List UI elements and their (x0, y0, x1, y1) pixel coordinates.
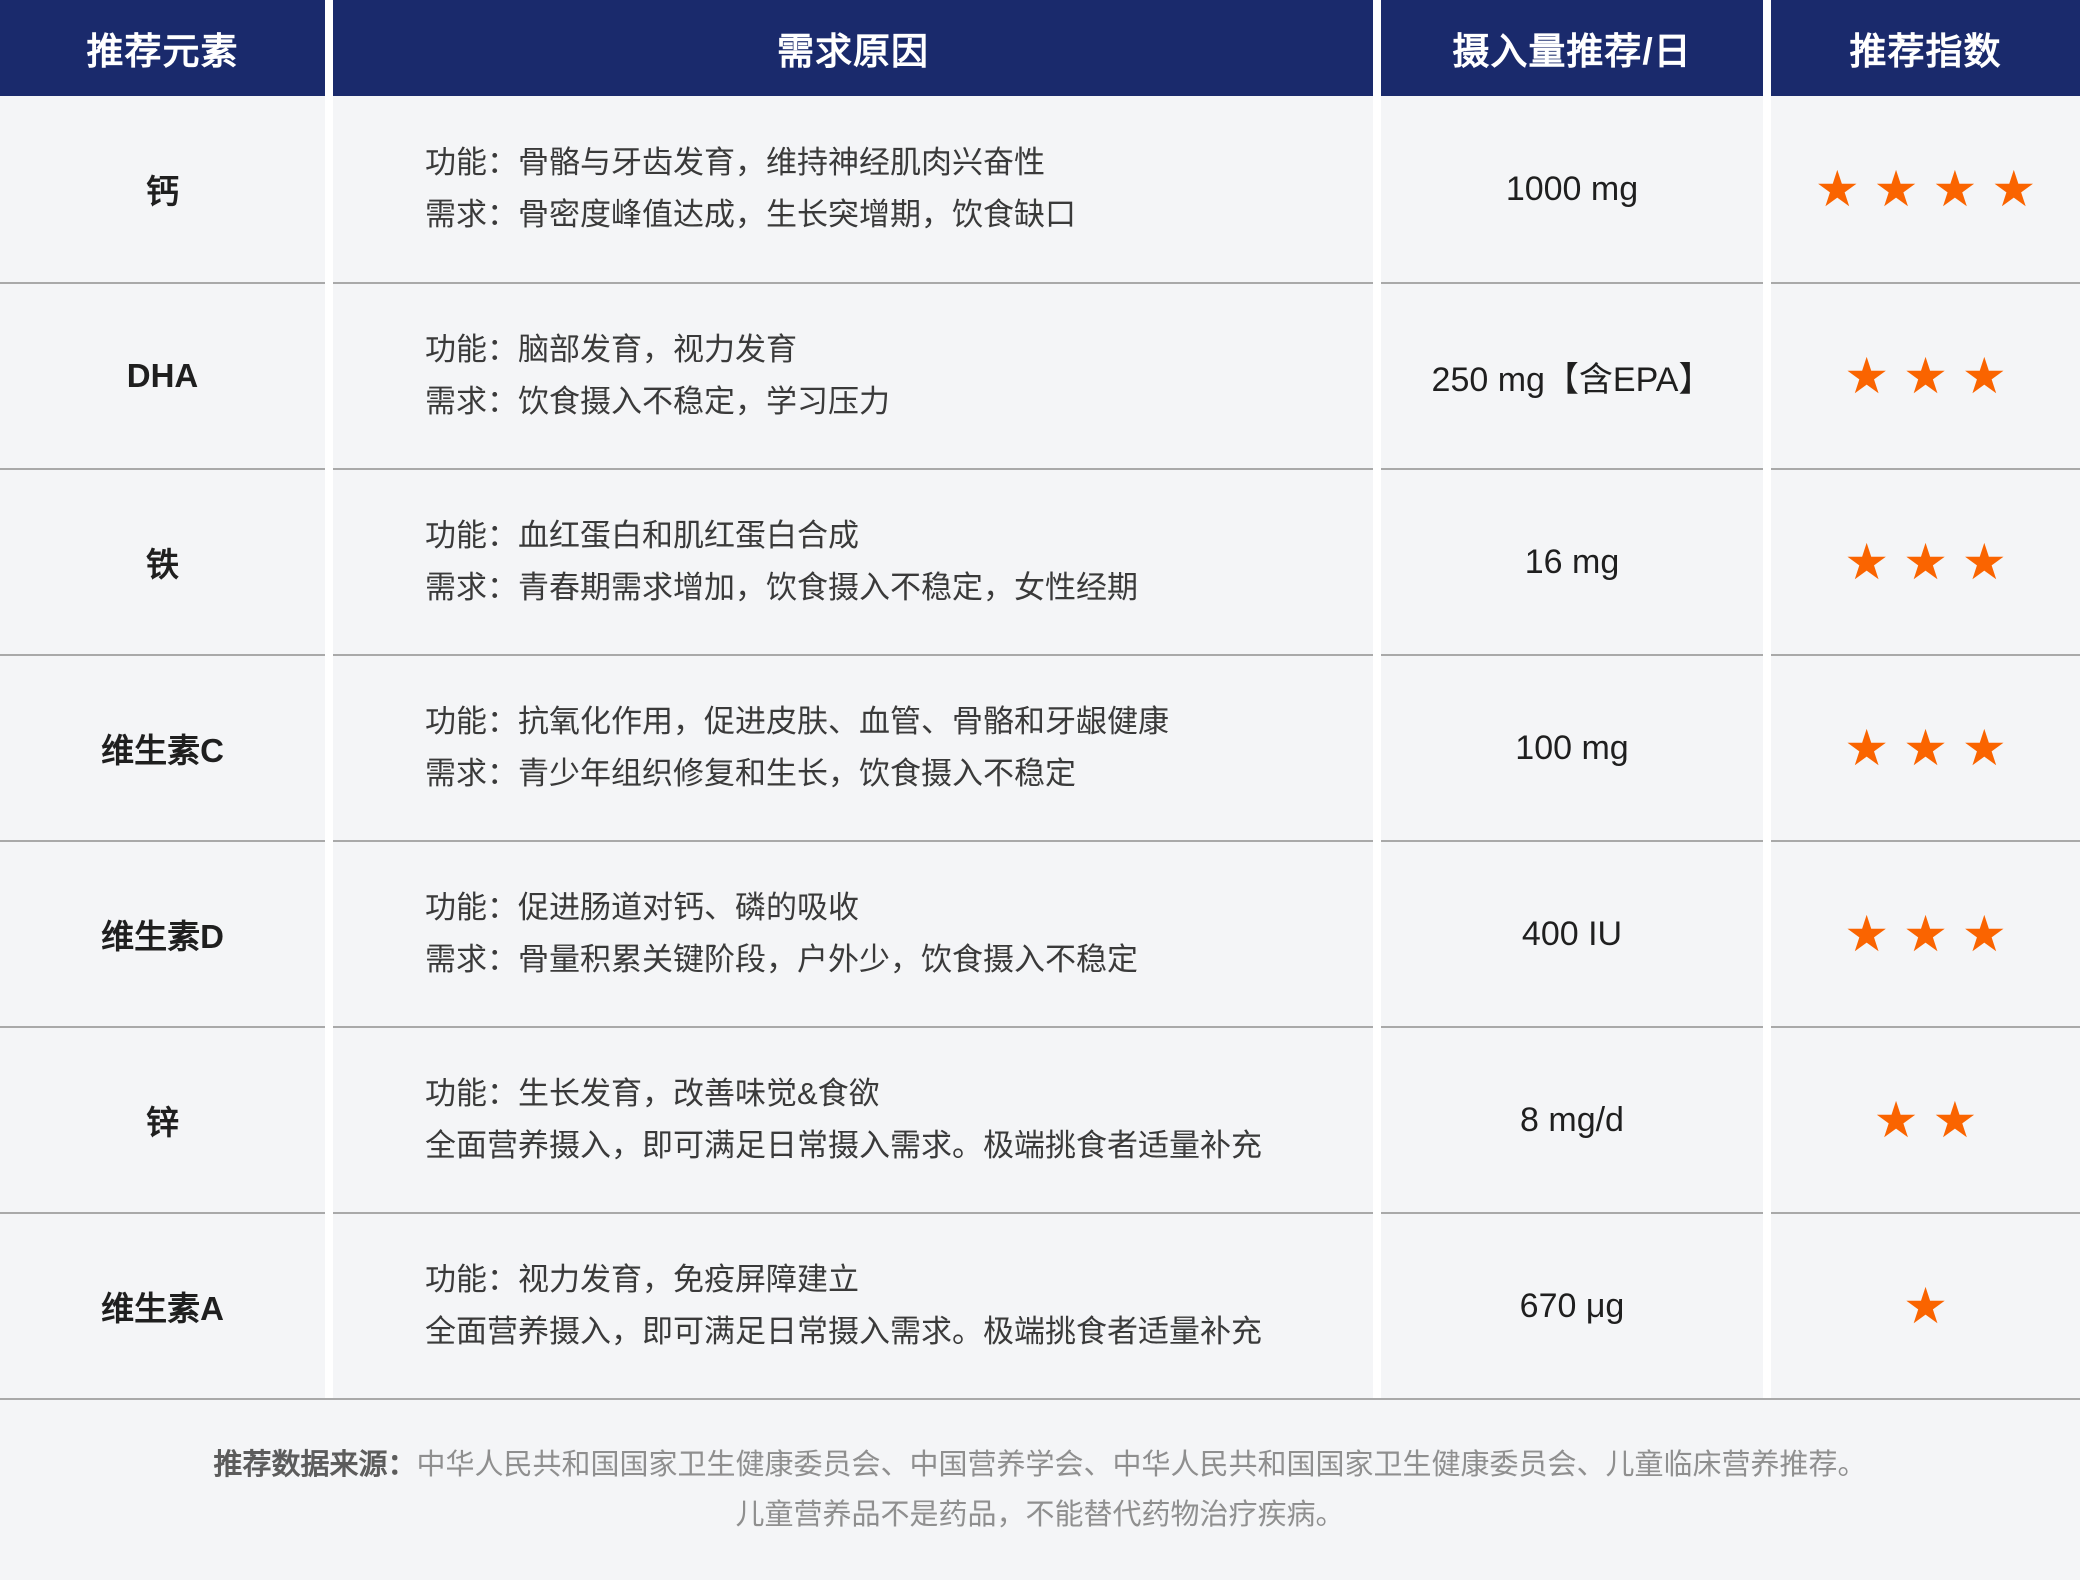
data-source-label: 推荐数据来源： (213, 1449, 417, 1481)
star-icon: ★ (1932, 161, 1978, 217)
intake-cell: 100 mg (1381, 654, 1763, 840)
element-cell: DHA (0, 282, 325, 468)
footer-note: 推荐数据来源：中华人民共和国国家卫生健康委员会、中国营养学会、中华人民共和国国家… (0, 1398, 2080, 1580)
star-icon: ★ (1873, 1092, 1919, 1148)
star-rating: ★ ★ ★ ★ (1771, 96, 2080, 282)
star-rating: ★ ★ ★ (1771, 468, 2080, 654)
reason-need: 需求：饮食摄入不稳定，学习压力 (425, 384, 890, 419)
star-icon: ★ (1961, 720, 2007, 776)
star-icon: ★ (1961, 534, 2007, 590)
star-icon: ★ (1932, 1092, 1978, 1148)
star-icon: ★ (1844, 906, 1890, 962)
star-icon: ★ (1873, 161, 1919, 217)
star-icon: ★ (1903, 720, 1948, 776)
header-element: 推荐元素 (0, 0, 325, 96)
header-intake: 摄入量推荐/日 (1381, 0, 1763, 96)
reason-need: 需求：骨密度峰值达成，生长突增期，饮食缺口 (425, 197, 1076, 232)
star-rating: ★ (1771, 1212, 2080, 1398)
intake-cell: 16 mg (1381, 468, 1763, 654)
element-cell: 维生素A (0, 1212, 325, 1398)
star-icon: ★ (1903, 348, 1948, 404)
element-cell: 铁 (0, 468, 325, 654)
reason-cell: 功能：生长发育，改善味觉&食欲 全面营养摄入，即可满足日常摄入需求。极端挑食者适… (333, 1026, 1373, 1212)
reason-cell: 功能：视力发育，免疫屏障建立 全面营养摄入，即可满足日常摄入需求。极端挑食者适量… (333, 1212, 1373, 1398)
intake-cell: 250 mg【含EPA】 (1381, 282, 1763, 468)
star-icon: ★ (1844, 720, 1890, 776)
reason-function: 功能：视力发育，免疫屏障建立 (425, 1262, 859, 1297)
star-rating: ★ ★ ★ (1771, 840, 2080, 1026)
star-icon: ★ (1991, 161, 2037, 217)
reason-need: 需求：青春期需求增加，饮食摄入不稳定，女性经期 (425, 570, 1138, 605)
reason-need: 全面营养摄入，即可满足日常摄入需求。极端挑食者适量补充 (425, 1128, 1262, 1163)
reason-function: 功能：骨骼与牙齿发育，维持神经肌肉兴奋性 (425, 145, 1045, 180)
reason-need: 需求：青少年组织修复和生长，饮食摄入不稳定 (425, 756, 1076, 791)
star-icon: ★ (1961, 906, 2007, 962)
reason-need: 全面营养摄入，即可满足日常摄入需求。极端挑食者适量补充 (425, 1314, 1262, 1349)
star-rating: ★ ★ (1771, 1026, 2080, 1212)
element-cell: 维生素C (0, 654, 325, 840)
reason-function: 功能：脑部发育，视力发育 (425, 332, 797, 367)
reason-cell: 功能：促进肠道对钙、磷的吸收 需求：骨量积累关键阶段，户外少，饮食摄入不稳定 (333, 840, 1373, 1026)
reason-function: 功能：抗氧化作用，促进皮肤、血管、骨骼和牙龈健康 (425, 704, 1169, 739)
star-rating: ★ ★ ★ (1771, 282, 2080, 468)
nutrition-table: 推荐元素 需求原因 摄入量推荐/日 推荐指数 钙 功能：骨骼与牙齿发育，维持神经… (0, 0, 2080, 1398)
element-cell: 锌 (0, 1026, 325, 1212)
reason-cell: 功能：脑部发育，视力发育 需求：饮食摄入不稳定，学习压力 (333, 282, 1373, 468)
star-icon: ★ (1814, 161, 1860, 217)
element-cell: 钙 (0, 96, 325, 282)
star-icon: ★ (1844, 534, 1890, 590)
reason-function: 功能：促进肠道对钙、磷的吸收 (425, 890, 859, 925)
element-cell: 维生素D (0, 840, 325, 1026)
reason-function: 功能：血红蛋白和肌红蛋白合成 (425, 518, 859, 553)
star-icon: ★ (1903, 1278, 1948, 1334)
data-source-line: 推荐数据来源：中华人民共和国国家卫生健康委员会、中国营养学会、中华人民共和国国家… (213, 1440, 1866, 1490)
reason-function: 功能：生长发育，改善味觉&食欲 (425, 1076, 880, 1111)
reason-cell: 功能：血红蛋白和肌红蛋白合成 需求：青春期需求增加，饮食摄入不稳定，女性经期 (333, 468, 1373, 654)
star-icon: ★ (1903, 534, 1948, 590)
intake-cell: 8 mg/d (1381, 1026, 1763, 1212)
reason-need: 需求：骨量积累关键阶段，户外少，饮食摄入不稳定 (425, 942, 1138, 977)
disclaimer-line: 儿童营养品不是药品，不能替代药物治疗疾病。 (735, 1499, 1345, 1531)
header-rating: 推荐指数 (1771, 0, 2080, 96)
intake-cell: 400 IU (1381, 840, 1763, 1026)
intake-cell: 670 μg (1381, 1212, 1763, 1398)
data-source-text: 中华人民共和国国家卫生健康委员会、中国营养学会、中华人民共和国国家卫生健康委员会… (416, 1449, 1867, 1481)
reason-cell: 功能：骨骼与牙齿发育，维持神经肌肉兴奋性 需求：骨密度峰值达成，生长突增期，饮食… (333, 96, 1373, 282)
star-icon: ★ (1961, 348, 2007, 404)
star-icon: ★ (1903, 906, 1948, 962)
reason-cell: 功能：抗氧化作用，促进皮肤、血管、骨骼和牙龈健康 需求：青少年组织修复和生长，饮… (333, 654, 1373, 840)
star-rating: ★ ★ ★ (1771, 654, 2080, 840)
intake-cell: 1000 mg (1381, 96, 1763, 282)
header-reason: 需求原因 (333, 0, 1373, 96)
star-icon: ★ (1844, 348, 1890, 404)
